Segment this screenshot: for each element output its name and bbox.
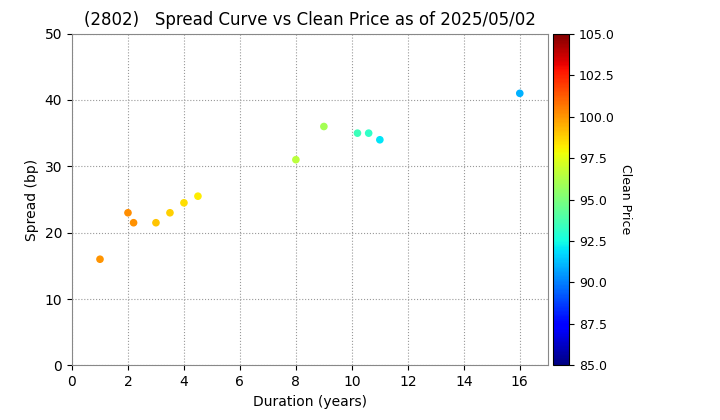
Point: [122, 210, 134, 216]
Point: [374, 136, 386, 143]
Point: [178, 200, 189, 206]
Title: (2802)   Spread Curve vs Clean Price as of 2025/05/02: (2802) Spread Curve vs Clean Price as of…: [84, 11, 536, 29]
Point: [318, 123, 330, 130]
Y-axis label: Clean Price: Clean Price: [618, 164, 631, 235]
Point: [128, 219, 140, 226]
Y-axis label: Spread (bp): Spread (bp): [25, 158, 39, 241]
Point: [150, 219, 162, 226]
Point: [363, 130, 374, 136]
Point: [192, 193, 204, 199]
Point: [94, 256, 106, 262]
X-axis label: Duration (years): Duration (years): [253, 395, 367, 409]
Point: [164, 210, 176, 216]
Point: [290, 156, 302, 163]
Point: [514, 90, 526, 97]
Point: [351, 130, 363, 136]
